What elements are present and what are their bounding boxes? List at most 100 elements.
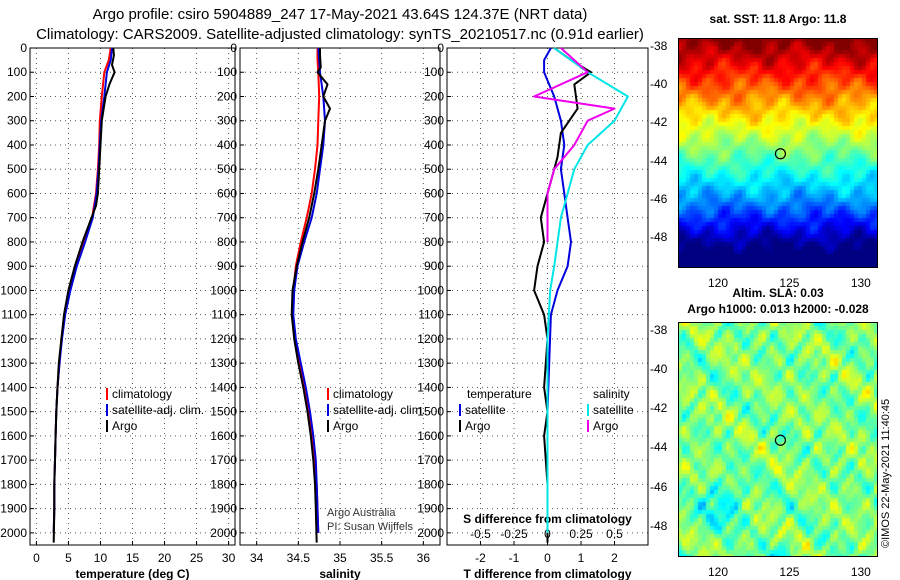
y-tick-label: 700 xyxy=(217,211,237,225)
y-tick-label: 1300 xyxy=(210,356,237,370)
y-tick-label: 1700 xyxy=(417,453,444,467)
y-tick-label: 0 xyxy=(437,41,444,55)
legend2-label: climatology xyxy=(333,387,393,401)
legend2-label: satellite-adj. clim. xyxy=(333,403,425,417)
legend3-t-label: satellite xyxy=(465,403,506,417)
y-tick-label: 1000 xyxy=(0,283,27,297)
legend3-header-salinity: salinity xyxy=(593,387,630,401)
map-lat-tick-label: -44 xyxy=(650,153,668,168)
y-tick-label: 1600 xyxy=(417,429,444,443)
sla-map-title1: Altim. SLA: 0.03 xyxy=(732,286,824,300)
sst-map[interactable] xyxy=(678,38,878,268)
legend3-header-temperature: temperature xyxy=(467,387,532,401)
y-tick-label: 2000 xyxy=(0,526,27,540)
y-tick-label: 800 xyxy=(217,235,237,249)
y-tick-label: 1500 xyxy=(210,405,237,419)
y-tick-label: 400 xyxy=(7,138,27,152)
second-x-tick-label: -0.25 xyxy=(500,527,528,541)
y-tick-label: 600 xyxy=(217,186,237,200)
y-tick-label: 1600 xyxy=(0,429,27,443)
y-tick-label: 300 xyxy=(7,114,27,128)
y-tick-label: 200 xyxy=(424,89,444,103)
x-tick-label: 25 xyxy=(190,551,204,565)
y-tick-label: 600 xyxy=(7,186,27,200)
second-x-tick-label: 0.25 xyxy=(569,527,593,541)
sst-map-frame xyxy=(678,38,878,268)
y-tick-label: 200 xyxy=(7,89,27,103)
sla-map-title2: Argo h1000: 0.013 h2000: -0.028 xyxy=(687,302,869,316)
y-tick-label: 700 xyxy=(424,211,444,225)
y-tick-label: 600 xyxy=(424,186,444,200)
figure-title-line1: Argo profile: csiro 5904889_247 17-May-2… xyxy=(92,6,588,23)
series-line-argo xyxy=(533,47,616,242)
x-axis-label: temperature (deg C) xyxy=(75,567,189,580)
map-lat-tick-label: -40 xyxy=(650,77,668,91)
y-tick-label: 1400 xyxy=(0,380,27,394)
x-tick-label: 5 xyxy=(65,551,72,565)
y-tick-label: 1100 xyxy=(418,308,444,322)
y-tick-label: 1600 xyxy=(210,429,237,443)
map-lat-tick-label: -44 xyxy=(650,440,668,455)
y-tick-label: 1900 xyxy=(417,502,444,516)
y-tick-label: 2000 xyxy=(210,526,237,540)
sst-float-marker xyxy=(774,148,787,160)
y-tick-label: 800 xyxy=(424,235,444,249)
y-tick-label: 300 xyxy=(424,114,444,128)
y-tick-label: 1100 xyxy=(211,308,237,322)
y-tick-label: 1700 xyxy=(210,453,237,467)
y-tick-label: 1200 xyxy=(417,332,444,346)
legend1-label: satellite-adj. clim. xyxy=(112,403,204,417)
series-line-satellite xyxy=(546,47,629,533)
panel2-note-line1: Argo Australia xyxy=(327,507,396,519)
y-tick-label: 1900 xyxy=(210,502,237,516)
y-tick-label: 400 xyxy=(424,138,444,152)
y-tick-label: 1900 xyxy=(0,502,27,516)
second-x-tick-label: 0.5 xyxy=(606,527,623,541)
figure-title-line2: Climatology: CARS2009. Satellite-adjuste… xyxy=(36,26,644,43)
imos-credit: ©IMOS 22-May-2021 11:40:45 xyxy=(880,398,892,548)
series-line-argo xyxy=(52,47,116,543)
sla-float-marker xyxy=(774,434,787,446)
map-lat-tick-label: -40 xyxy=(650,362,668,376)
y-tick-label: 100 xyxy=(424,65,444,79)
y-tick-label: 500 xyxy=(7,162,27,176)
x-axis-label: T difference from climatology xyxy=(463,567,631,580)
y-tick-label: 1800 xyxy=(0,477,27,491)
sla-map[interactable] xyxy=(678,322,878,557)
x-tick-label: 1 xyxy=(578,551,585,565)
x-tick-label: 20 xyxy=(158,551,172,565)
x-tick-label: 35 xyxy=(333,551,347,565)
y-tick-label: 1700 xyxy=(0,453,27,467)
panel2-note-line2: PI: Susan Wijffels xyxy=(327,521,413,533)
y-tick-label: 0 xyxy=(20,41,27,55)
series-line-satelliteadjclim xyxy=(52,47,113,533)
y-tick-label: 1300 xyxy=(417,356,444,370)
series-line-argo xyxy=(290,48,331,543)
panel-frame-2 xyxy=(239,47,441,546)
x-tick-label: 30 xyxy=(222,551,236,565)
y-tick-label: 100 xyxy=(217,65,237,79)
map-lat-tick-label: -46 xyxy=(650,192,668,206)
x-tick-label: 34.5 xyxy=(287,551,311,565)
map-lat-tick-label: -42 xyxy=(650,401,668,416)
map-lon-tick-label: 120 xyxy=(707,276,729,290)
sst-map-image xyxy=(678,38,878,268)
y-tick-label: 900 xyxy=(424,259,444,273)
y-tick-label: 900 xyxy=(7,259,27,273)
y-tick-label: 1200 xyxy=(0,332,27,346)
y-tick-label: 400 xyxy=(217,138,237,152)
legend1-label: Argo xyxy=(112,419,138,433)
x-tick-label: -2 xyxy=(475,551,486,565)
sla-map-image xyxy=(678,322,878,557)
y-tick-label: 1400 xyxy=(417,380,444,394)
x-tick-label: 34 xyxy=(250,551,264,565)
map-lon-tick-label: 125 xyxy=(779,565,800,579)
x-tick-label: 35.5 xyxy=(370,551,394,565)
legend2-label: Argo xyxy=(333,419,359,433)
map-lat-tick-label: -48 xyxy=(650,230,668,245)
map-lat-tick-label: -48 xyxy=(650,518,668,533)
y-tick-label: 1000 xyxy=(417,283,444,297)
panel-frame-1 xyxy=(29,47,236,546)
map-lon-tick-label: 125 xyxy=(779,276,800,290)
y-tick-label: 0 xyxy=(230,41,237,55)
